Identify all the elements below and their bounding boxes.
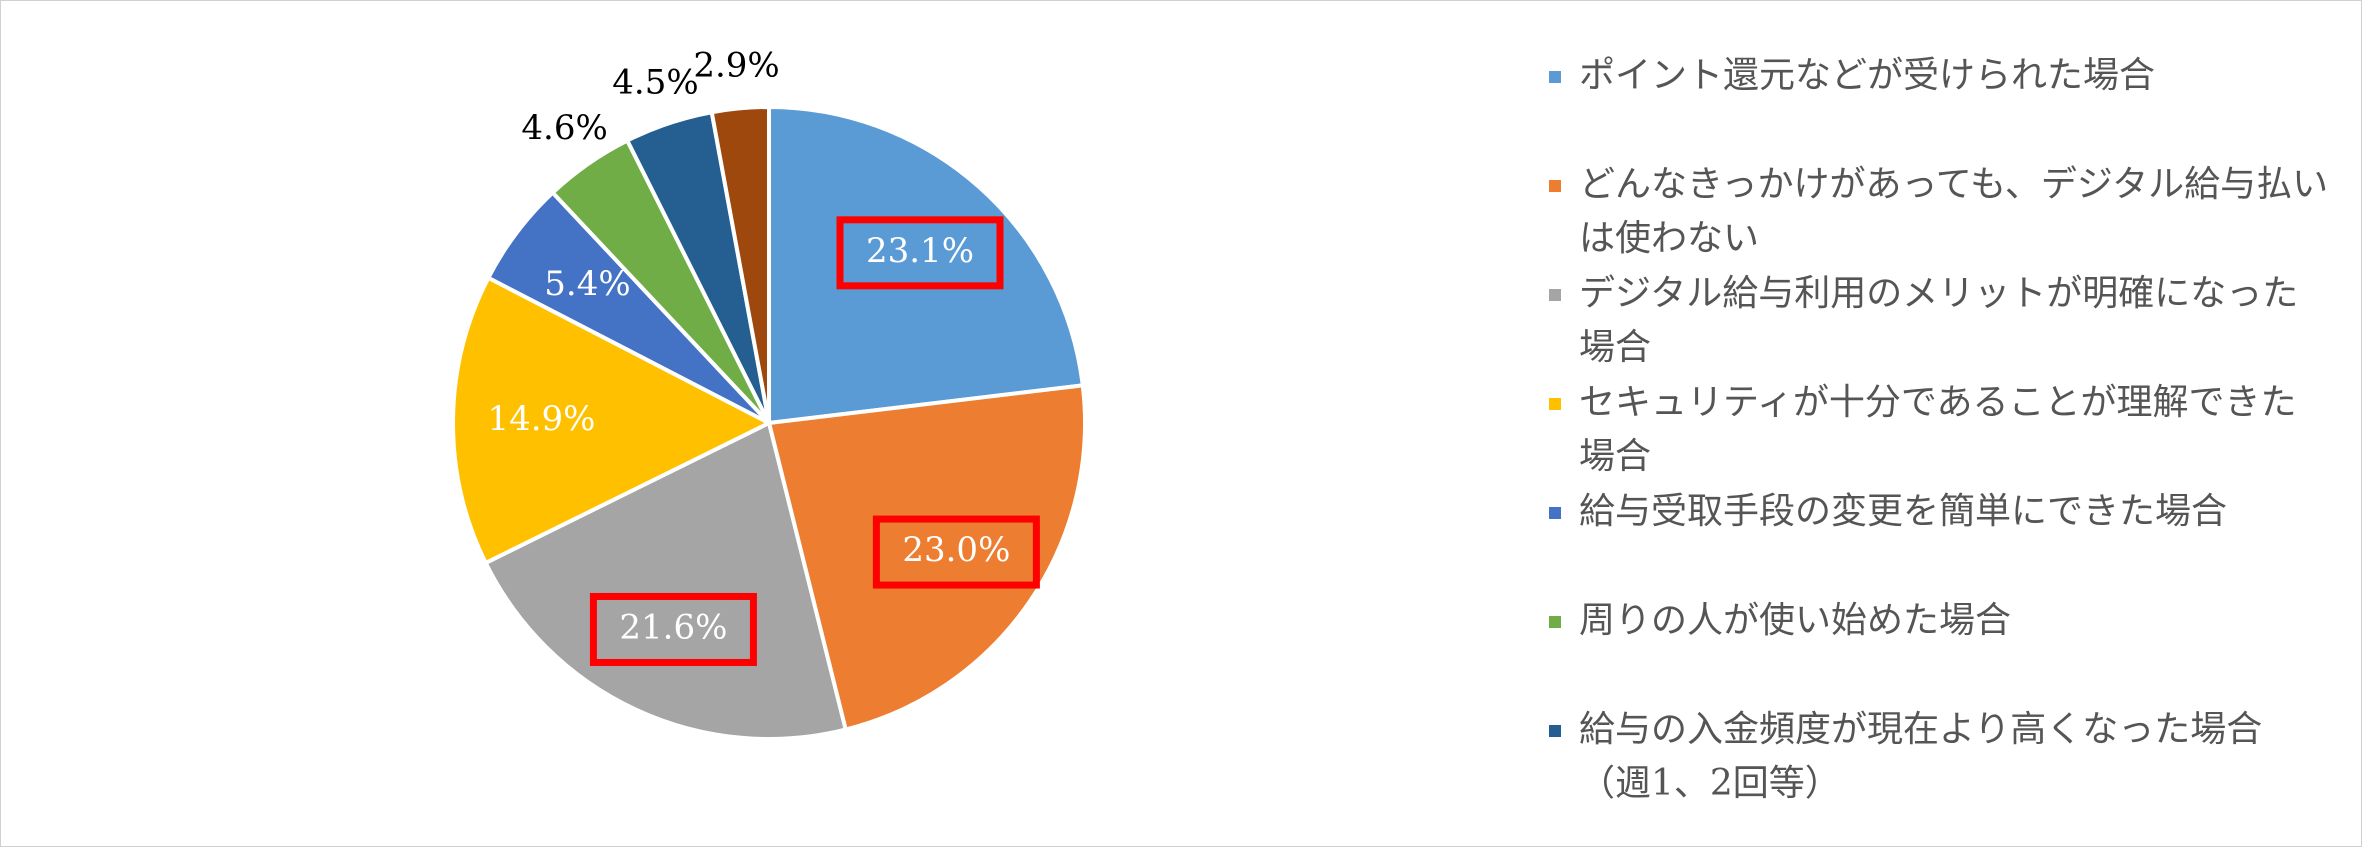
legend-swatch <box>1549 180 1561 192</box>
data-label: 4.5% <box>612 62 698 102</box>
legend-item: 周りの人が使い始めた場合 <box>1549 594 2329 648</box>
legend-swatch <box>1549 289 1561 301</box>
legend-swatch <box>1549 725 1561 737</box>
legend-label: 給与の入金頻度が現在より高くなった場合（週1、2回等） <box>1579 709 2263 804</box>
highlight-box <box>872 515 1040 589</box>
data-label: 23.0% <box>902 530 1010 570</box>
legend-label: ポイント還元などが受けられた場合 <box>1579 55 2156 96</box>
legend-item: ポイント還元などが受けられた場合 <box>1549 49 2329 103</box>
data-label: 5.4% <box>544 264 630 304</box>
data-label: 23.1% <box>866 231 974 271</box>
highlight-box <box>836 216 1004 290</box>
data-label: 4.6% <box>521 108 607 148</box>
highlight-box <box>589 592 757 666</box>
legend-swatch <box>1549 616 1561 628</box>
pie-slice <box>709 104 771 424</box>
pie-slice <box>767 104 1085 426</box>
data-label: 2.9% <box>693 45 779 85</box>
legend-swatch <box>1549 71 1561 83</box>
legend-label: セキュリティが十分であることが理解できた場合 <box>1579 382 2297 477</box>
legend-item: デジタル給与利用のメリットが明確になった場合 <box>1549 267 2329 375</box>
data-label: 21.6% <box>619 607 727 647</box>
legend-label: 周りの人が使い始めた場合 <box>1579 600 2012 641</box>
legend-item: 給与受取手段の変更を簡単にできた場合 <box>1549 485 2329 539</box>
pie-slice <box>766 383 1087 732</box>
legend-label: どんなきっかけがあっても、デジタル給与払いは使わない <box>1579 164 2329 259</box>
legend-label: デジタル給与利用のメリットが明確になった場合 <box>1579 273 2299 368</box>
legend-swatch <box>1549 398 1561 410</box>
data-label: 14.9% <box>487 399 595 439</box>
legend-swatch <box>1549 507 1561 519</box>
legend-item: どんなきっかけがあっても、デジタル給与払いは使わない <box>1549 158 2329 266</box>
legend-item: 給与の入金頻度が現在より高くなった場合（週1、2回等） <box>1549 703 2329 811</box>
pie-slice <box>451 275 774 566</box>
legend-label: 給与受取手段の変更を簡単にできた場合 <box>1579 491 2228 532</box>
pie-area: 23.1% 23.0% 21.6% 14.9% 5.4% 4.6%4.5%2.9% <box>451 45 1087 741</box>
legend-item: セキュリティが十分であることが理解できた場合 <box>1549 376 2329 484</box>
